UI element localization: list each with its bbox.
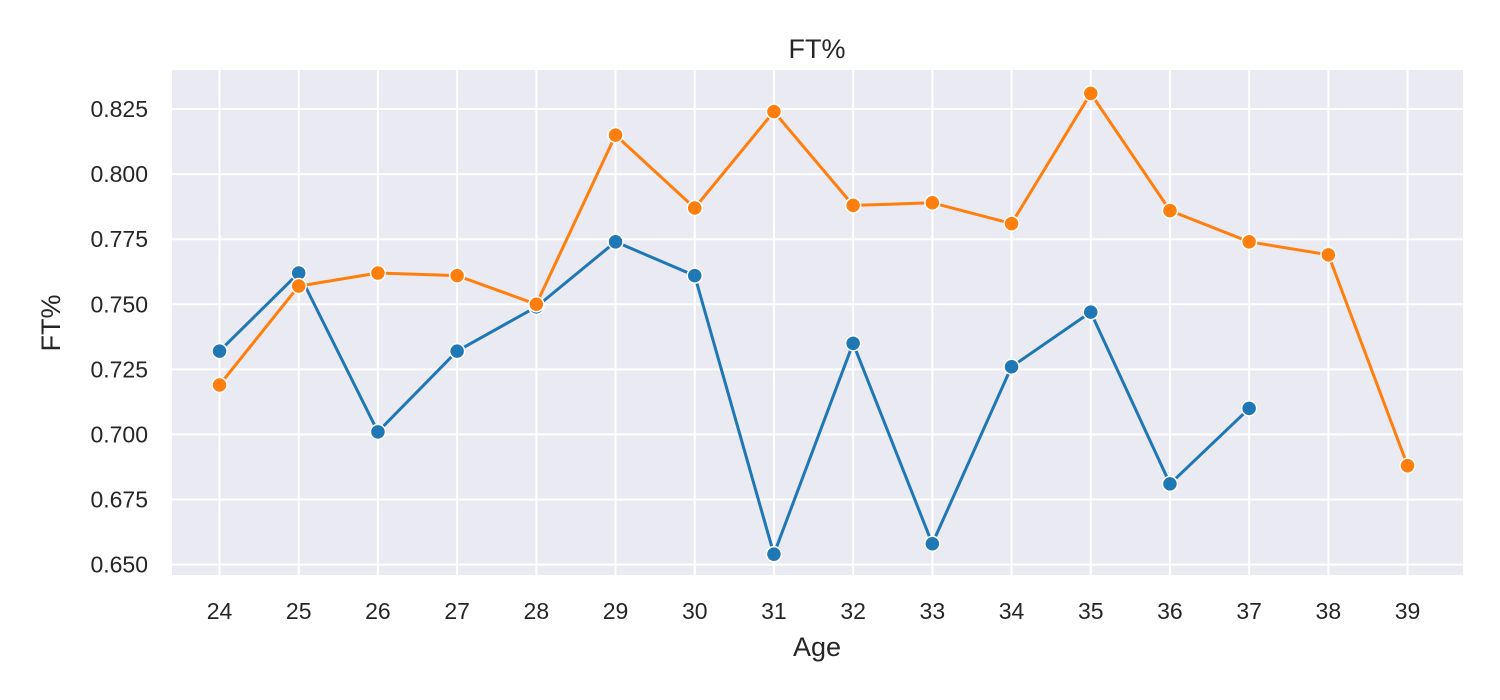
x-tick-label: 28	[524, 598, 550, 624]
series-1-point	[607, 233, 624, 251]
y-tick-label: 0.750	[90, 291, 148, 317]
series-2-point	[448, 267, 466, 284]
grid	[172, 70, 1463, 575]
series-2-point	[1320, 246, 1337, 264]
series-1-point	[1003, 358, 1020, 376]
x-tick-label: 29	[603, 598, 629, 624]
x-tick-label: 35	[1078, 598, 1104, 624]
series-1-point	[844, 335, 862, 352]
x-tick-label: 33	[920, 598, 946, 624]
x-tick-label: 32	[840, 598, 866, 624]
series-2-point	[528, 296, 545, 313]
series-2-point	[1399, 457, 1416, 474]
x-tick-label: 27	[444, 598, 470, 624]
x-tick-label: 38	[1316, 598, 1342, 624]
tick-labels: 24 25 26 27 28 29 30 31 32 33 34 35 36 37 38 39 0.650 0.6…	[90, 96, 1420, 624]
series-2-point	[290, 277, 307, 295]
series-2-point	[924, 194, 941, 212]
series-1-point	[369, 423, 387, 441]
chart-title: FT%	[789, 34, 846, 64]
series-1-point	[211, 342, 228, 360]
series-1-line	[218, 240, 1251, 556]
y-tick-label: 0.725	[90, 356, 148, 382]
series-1-point	[1082, 303, 1099, 321]
series-layer	[211, 85, 1416, 563]
x-tick-label: 24	[207, 598, 233, 624]
y-tick-label: 0.775	[90, 226, 148, 252]
series-2-point	[1240, 233, 1258, 251]
x-tick-label: 39	[1395, 598, 1421, 624]
series-2-point	[211, 376, 228, 394]
x-tick-label: 31	[761, 598, 787, 624]
series-2-point	[1082, 85, 1099, 102]
y-tick-label: 0.700	[90, 421, 148, 447]
x-tick-label: 37	[1236, 598, 1262, 624]
y-tick-label: 0.800	[90, 161, 148, 187]
series-1-point	[765, 545, 783, 563]
x-axis-title: Age	[793, 632, 841, 662]
series-2-point	[369, 264, 387, 282]
series-1-point	[1240, 400, 1258, 417]
x-tick-label: 34	[999, 598, 1025, 624]
x-tick-label: 30	[682, 598, 708, 624]
series-1-point	[1161, 475, 1179, 493]
series-2-line	[218, 91, 1410, 467]
series-2-point	[1003, 215, 1020, 232]
y-tick-label: 0.825	[90, 96, 148, 122]
series-2-point	[765, 103, 783, 120]
x-tick-label: 25	[286, 598, 312, 624]
series-1-point	[686, 267, 703, 284]
x-tick-label: 26	[365, 598, 391, 624]
series-2-point	[686, 199, 703, 217]
series-2-point	[844, 197, 862, 214]
y-tick-label: 0.650	[90, 552, 148, 578]
series-1-point	[448, 342, 466, 360]
series-2-point	[1161, 202, 1179, 219]
y-axis-title: FT%	[36, 295, 66, 352]
series-1-point	[924, 535, 941, 553]
x-tick-label: 36	[1157, 598, 1183, 624]
series-2-point	[607, 126, 624, 144]
y-tick-label: 0.675	[90, 487, 148, 513]
plot-background	[172, 70, 1463, 575]
